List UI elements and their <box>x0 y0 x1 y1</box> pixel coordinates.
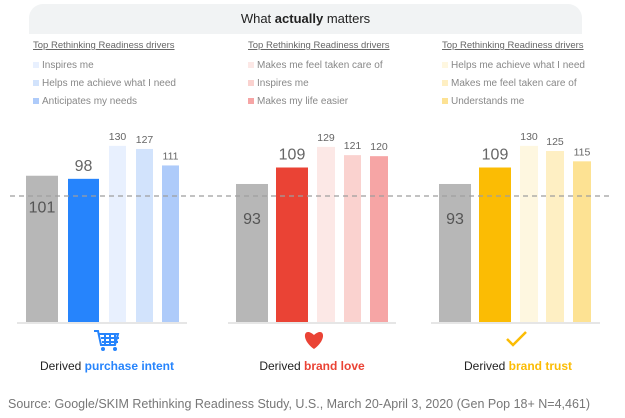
legend-item: Inspires me <box>248 75 390 93</box>
group-label-prefix: Derived <box>39 359 85 373</box>
group-label: Derived purchase intent <box>7 359 207 373</box>
legend-item: Inspires me <box>33 57 176 75</box>
bar-value-label: 129 <box>317 132 335 144</box>
legend-item: Makes my life easier <box>248 93 390 111</box>
bar <box>236 183 268 322</box>
driver-legend: Top Rethinking Readiness drivers Makes me… <box>248 40 390 111</box>
bar <box>520 145 538 322</box>
legend-label: Makes my life easier <box>257 96 349 107</box>
legend-swatch <box>33 98 39 105</box>
legend-swatch <box>248 80 254 87</box>
group-label-metric: brand love <box>304 359 365 373</box>
group-label-metric: purchase intent <box>84 359 175 373</box>
group-label-prefix: Derived <box>259 359 304 373</box>
bar-value-label: 109 <box>279 147 306 164</box>
bar-value-label: 98 <box>75 158 93 175</box>
group-label: Derived brand trust <box>418 359 618 373</box>
legend-swatch <box>248 62 254 69</box>
bar-value-label: 101 <box>29 200 56 217</box>
bar-value-label: 109 <box>482 147 509 164</box>
group-label-metric: brand trust <box>508 359 573 373</box>
legend-item: Helps me achieve what I need <box>33 75 176 93</box>
bar <box>344 155 361 322</box>
bar-value-label: 130 <box>109 131 127 143</box>
legend-swatch <box>442 62 448 69</box>
bar <box>26 175 58 322</box>
bar <box>370 156 388 322</box>
legend-swatch <box>248 98 254 105</box>
bar-value-label: 130 <box>520 131 538 143</box>
chart-title: What actually matters <box>29 4 582 34</box>
legend-label: Helps me achieve what I need <box>42 78 176 89</box>
legend-label: Anticipates my needs <box>42 96 138 107</box>
legend-item: Anticipates my needs <box>33 93 176 111</box>
bar-value-label: 111 <box>163 150 179 162</box>
bar <box>162 165 179 322</box>
legend-label: Inspires me <box>42 60 94 71</box>
legend-item: Makes me feel taken care of <box>248 57 390 75</box>
legend-title: Top Rethinking Readiness drivers <box>248 40 390 51</box>
legend-item: Makes me feel taken care of <box>442 75 585 93</box>
heart-icon <box>304 331 324 349</box>
source-note: Source: Google/SKIM Rethinking Readiness… <box>8 397 591 411</box>
bar <box>68 178 99 322</box>
checkmark-icon <box>506 331 527 347</box>
legend-title: Top Rethinking Readiness drivers <box>33 40 175 51</box>
bar-value-label: 115 <box>574 146 591 158</box>
driver-legend: Top Rethinking Readiness drivers Helps me… <box>442 40 585 111</box>
bar-value-label: 120 <box>370 141 388 153</box>
legend-swatch <box>33 80 39 87</box>
group-label: Derived brand love <box>212 359 412 373</box>
bar <box>573 161 591 322</box>
bar-value-label: 127 <box>136 134 154 146</box>
driver-legend: Top Rethinking Readiness drivers Inspires… <box>33 40 176 111</box>
bar <box>109 145 126 322</box>
legend-title: Top Rethinking Readiness drivers <box>442 40 584 51</box>
legend-swatch <box>33 62 39 69</box>
cart-wheel <box>113 347 117 351</box>
bar <box>546 151 564 322</box>
legend-label: Understands me <box>451 96 525 107</box>
legend-swatch <box>442 98 448 105</box>
bar <box>439 183 471 322</box>
bar <box>317 146 335 322</box>
legend-label: Inspires me <box>257 78 309 89</box>
bar-value-label: 121 <box>344 140 362 152</box>
legend-label: Helps me achieve what I need <box>451 60 585 71</box>
bar <box>276 167 308 322</box>
shopping-cart-icon <box>94 330 120 346</box>
bar <box>479 167 511 322</box>
bar-value-label: 93 <box>446 211 464 228</box>
legend-swatch <box>442 80 448 87</box>
bar <box>136 148 153 322</box>
legend-item: Helps me achieve what I need <box>442 57 585 75</box>
cart-wheel <box>101 347 105 351</box>
legend-label: Makes me feel taken care of <box>451 78 577 89</box>
bar-value-label: 93 <box>243 211 261 228</box>
group-label-prefix: Derived <box>463 359 509 373</box>
bar-value-label: 125 <box>546 136 564 148</box>
legend-item: Understands me <box>442 93 585 111</box>
legend-label: Makes me feel taken care of <box>257 60 383 71</box>
